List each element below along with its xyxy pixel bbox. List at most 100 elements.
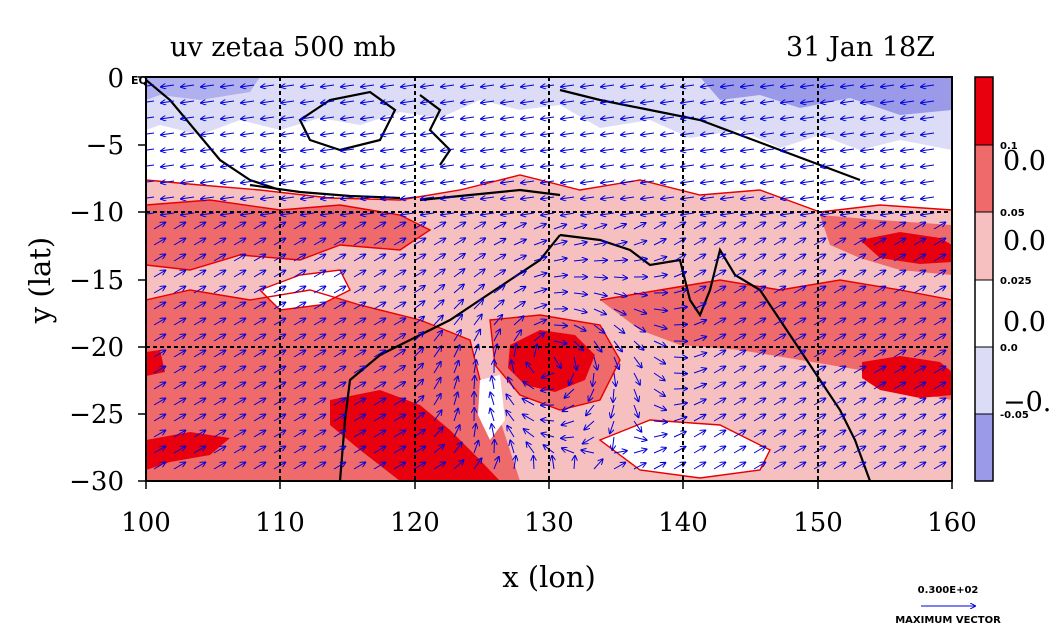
wind-vector-579: [533, 305, 546, 310]
wind-vector-87: [281, 117, 295, 119]
wind-vector-250: [341, 181, 355, 183]
colorbar-label-0: 0.1: [1000, 141, 1018, 152]
wind-vector-783: [613, 388, 614, 402]
wind-vector-16: [461, 85, 475, 87]
wind-vector-507: [693, 270, 705, 278]
wind-vector-139: [521, 133, 535, 135]
wind-vector-523: [213, 286, 225, 294]
wind-vector-890: [353, 430, 365, 438]
wind-vector-809: [333, 398, 345, 406]
wind-vector-837: [893, 398, 905, 406]
wind-vector-263: [601, 181, 615, 183]
wind-vector-518: [913, 270, 925, 278]
wind-vector-559: [933, 286, 945, 294]
wind-vector-515: [853, 270, 865, 278]
wind-vector-363: [213, 222, 225, 230]
wind-vector-69: [721, 101, 735, 103]
wind-vector-101: [561, 117, 575, 119]
wind-vector-805: [253, 398, 265, 406]
wind-vector-247: [281, 181, 295, 183]
wind-vector-202: [181, 165, 195, 167]
wind-vector-622: [593, 324, 604, 333]
wind-vector-687: [293, 350, 305, 358]
wind-vector-603: [213, 318, 225, 326]
wind-vector-892: [393, 430, 405, 438]
wind-vector-984: [633, 463, 646, 470]
wind-vector-639: [933, 318, 945, 326]
wind-vector-669: [733, 334, 745, 342]
wind-vector-142: [581, 133, 595, 135]
wind-vector-527: [293, 286, 305, 294]
wind-vector-109: [721, 117, 735, 119]
wind-vector-692: [393, 350, 405, 358]
wind-vector-760: [153, 382, 165, 390]
wind-vector-181: [561, 149, 575, 151]
wind-vector-348: [701, 213, 715, 215]
wind-vector-97: [481, 117, 495, 119]
wind-vector-54: [421, 101, 435, 103]
wind-vector-243: [201, 181, 215, 183]
wind-vector-64: [621, 101, 635, 103]
wind-vector-369: [333, 222, 345, 230]
wind-vector-667: [693, 337, 706, 342]
wind-vector-813: [413, 396, 424, 406]
wind-vector-231: [761, 165, 775, 167]
wind-vector-754: [833, 366, 845, 374]
wind-vector-624: [633, 324, 645, 332]
wind-vector-586: [673, 307, 687, 309]
wind-vector-521: [173, 286, 185, 294]
wind-vector-840: [153, 414, 165, 422]
max-vector-value: 0.300E+02: [918, 585, 979, 596]
wind-vector-44: [221, 101, 235, 103]
wind-vector-962: [193, 462, 205, 470]
wind-vector-226: [661, 165, 675, 167]
wind-vector-918: [913, 430, 925, 438]
wind-vector-599: [933, 302, 945, 310]
colorbar: 0.1 0.05 0.025 0.0 -0.05 0.0 0.0 0.0 −0.: [974, 76, 1051, 482]
x-tick-labels: 100 110 120 130 140 150 160: [121, 508, 977, 538]
wind-vector-774: [433, 378, 441, 390]
wind-vector-989: [733, 462, 745, 470]
wind-vector-717: [893, 350, 905, 358]
wind-vector-430: [753, 238, 765, 246]
wind-vector-629: [733, 318, 745, 326]
wind-vector-353: [801, 213, 815, 215]
wind-vector-342: [581, 213, 595, 215]
wind-vector-133: [401, 133, 415, 135]
wind-vector-978: [514, 456, 516, 470]
wind-vector-776: [474, 376, 475, 390]
wind-vector-60: [541, 101, 555, 103]
wind-vector-246: [261, 181, 275, 183]
wind-vector-419: [533, 241, 546, 246]
wind-vector-562: [193, 302, 205, 310]
wind-vector-524: [233, 286, 245, 294]
wind-vector-720: [153, 366, 165, 374]
wind-vector-929: [333, 446, 345, 454]
wind-vector-936: [473, 441, 478, 454]
wind-vector-458: [513, 256, 526, 262]
colorbar-frame: [974, 76, 994, 482]
wind-vector-460: [553, 258, 567, 261]
wind-vector-954: [833, 446, 845, 454]
wind-vector-385: [653, 222, 665, 230]
wind-vector-968: [313, 462, 325, 470]
wind-vector-416: [473, 238, 485, 246]
colorbar-big-label-1: 0.0: [1003, 226, 1046, 257]
wind-vector-161: [161, 149, 175, 151]
wind-vector-70: [741, 101, 755, 103]
wind-vector-405: [253, 238, 265, 246]
wind-vector-244: [221, 181, 235, 183]
wind-vector-491: [373, 270, 385, 278]
wind-vector-698: [514, 344, 517, 358]
wind-vector-705: [653, 356, 665, 364]
wind-vector-761: [173, 382, 185, 390]
wind-vector-374: [433, 222, 445, 230]
wind-vector-729: [333, 366, 345, 374]
wind-vector-159: [921, 133, 935, 135]
wind-vector-775: [454, 377, 458, 390]
wind-vector-848: [313, 414, 325, 422]
wind-vector-671: [773, 334, 785, 342]
wind-vector-256: [461, 181, 475, 183]
wind-vector-650: [353, 334, 365, 342]
wind-vector-919: [933, 430, 945, 438]
